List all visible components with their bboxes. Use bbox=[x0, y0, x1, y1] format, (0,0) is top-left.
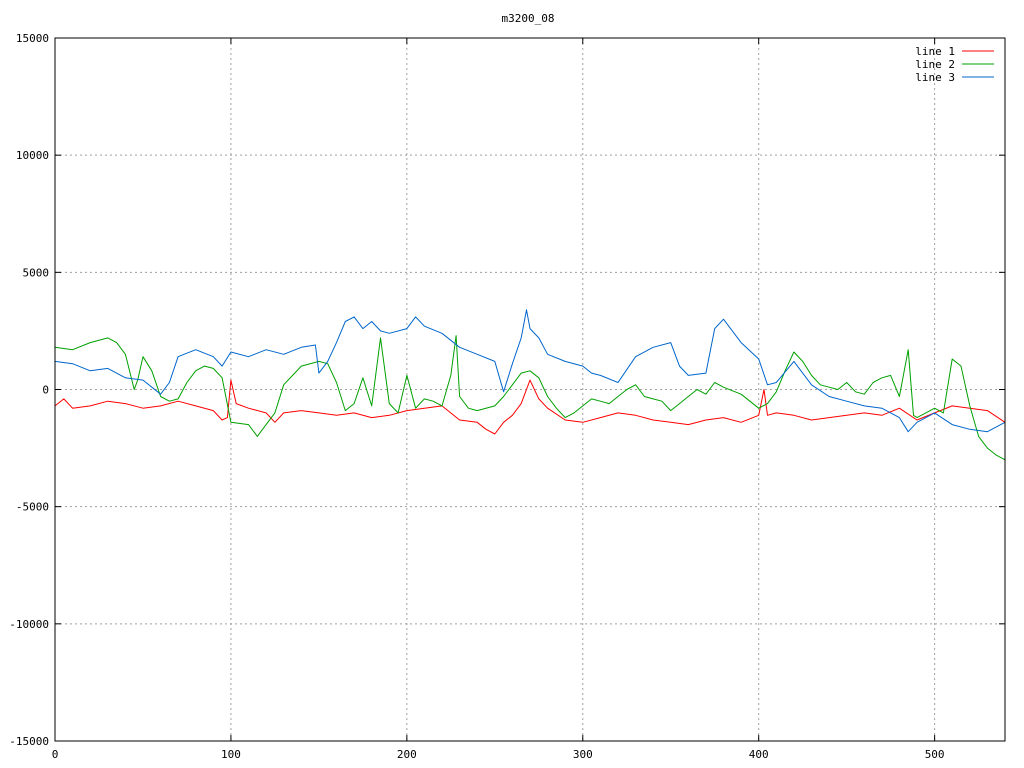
series-line-1 bbox=[54, 379, 1006, 435]
y-tick-label: -10000 bbox=[9, 618, 49, 631]
y-tick-labels: -15000 -10000 -5000 0 5000 10000 15000 bbox=[9, 32, 49, 748]
series-line-3 bbox=[54, 309, 1006, 433]
y-tick-label: -5000 bbox=[16, 501, 49, 514]
x-tick-labels: 0 100 200 300 400 500 bbox=[52, 748, 945, 761]
x-tick-label: 500 bbox=[925, 748, 945, 761]
x-tick-label: 100 bbox=[221, 748, 241, 761]
series-line-2 bbox=[54, 335, 1006, 461]
y-tick-label: 10000 bbox=[16, 149, 49, 162]
grid-lines bbox=[55, 38, 1005, 741]
y-tick-label: 0 bbox=[42, 384, 49, 397]
legend-label-3: line 3 bbox=[915, 71, 955, 84]
x-tick-label: 0 bbox=[52, 748, 59, 761]
x-tick-label: 300 bbox=[573, 748, 593, 761]
x-tick-label: 200 bbox=[397, 748, 417, 761]
y-tick-label: 5000 bbox=[23, 266, 50, 279]
legend-label-2: line 2 bbox=[915, 58, 955, 71]
y-tick-label: 15000 bbox=[16, 32, 49, 45]
x-tick-label: 400 bbox=[749, 748, 769, 761]
tick-marks bbox=[54, 37, 1005, 742]
chart-title: m3200_08 bbox=[502, 12, 555, 25]
legend-label-1: line 1 bbox=[915, 45, 955, 58]
y-tick-label: -15000 bbox=[9, 735, 49, 748]
series-layer bbox=[54, 309, 1006, 461]
